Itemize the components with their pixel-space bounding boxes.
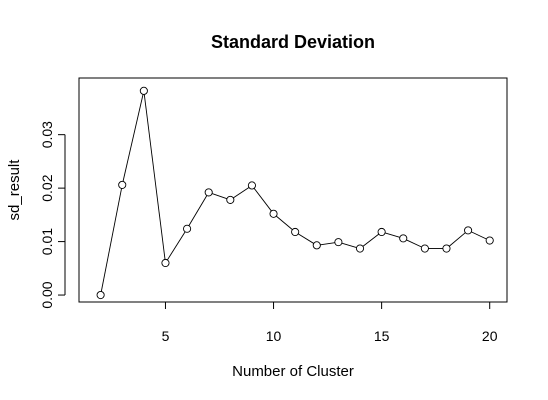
data-point-k7	[204, 188, 213, 197]
data-point-k11	[291, 227, 300, 237]
x-axis-label: Number of Cluster	[232, 363, 354, 380]
data-point-k8	[226, 195, 235, 204]
y-axis-label: sd_result	[6, 159, 23, 221]
series-segment	[143, 94, 166, 260]
data-point-k20	[485, 236, 494, 245]
data-point-k17	[420, 244, 429, 253]
data-point-k10	[269, 209, 278, 218]
series-segment	[406, 239, 422, 248]
series-segment	[188, 195, 208, 226]
series-segment	[211, 193, 228, 200]
data-point-k6	[183, 224, 192, 233]
data-point-k2	[96, 291, 105, 300]
data-point-k4	[139, 86, 148, 95]
y-axis: 0.00 0.01 0.02 0.03	[39, 121, 66, 309]
chart-title: Standard Deviation	[211, 32, 375, 52]
x-tick-label-5: 5	[162, 328, 170, 344]
x-tick-label-10: 10	[266, 328, 282, 344]
series-segment	[448, 232, 466, 247]
series-segment	[167, 231, 186, 261]
data-point-k9	[247, 181, 256, 190]
series-segment	[320, 242, 335, 246]
data-point-k5	[161, 258, 170, 268]
series-segment	[471, 231, 487, 240]
series-segment	[362, 233, 380, 247]
data-point-k19	[464, 226, 473, 235]
series-segment	[122, 94, 144, 182]
y-tick-label-3: 0.03	[39, 121, 55, 148]
data-point-k12	[312, 241, 321, 250]
series-segment	[341, 242, 357, 248]
y-tick-label-0: 0.00	[39, 281, 55, 308]
data-point-k3	[118, 180, 127, 189]
series-segment	[276, 215, 293, 230]
series-segment	[100, 188, 122, 292]
data-point-k16	[399, 234, 408, 243]
data-point-k14	[355, 244, 365, 253]
y-tick-label-1: 0.01	[39, 228, 55, 255]
series-segment	[233, 187, 250, 199]
series-segment	[297, 233, 314, 244]
data-point-k18	[442, 244, 451, 253]
series-layer	[96, 86, 494, 300]
plot-frame	[78, 77, 508, 303]
y-tick-label-2: 0.02	[39, 174, 55, 201]
series-segment	[384, 232, 400, 238]
x-tick-label-15: 15	[374, 328, 390, 344]
series-segment	[253, 188, 272, 212]
data-point-k15	[377, 227, 386, 237]
data-point-k13	[334, 238, 343, 247]
x-tick-label-20: 20	[482, 328, 498, 344]
x-axis: 5 10 15 20	[162, 302, 498, 344]
